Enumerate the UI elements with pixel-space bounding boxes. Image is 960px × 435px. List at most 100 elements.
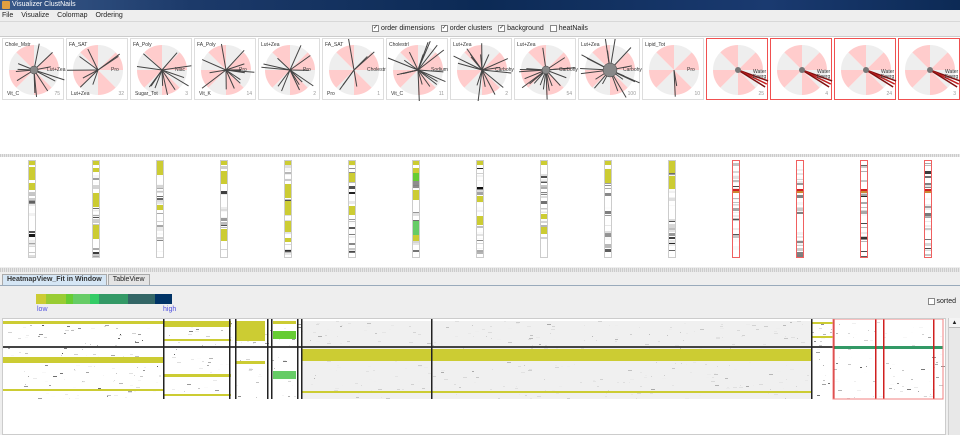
cluster-size: 2 bbox=[505, 91, 508, 97]
selected-cluster-boundary bbox=[883, 319, 885, 399]
cluster-boundary bbox=[301, 319, 303, 399]
menu-visualize[interactable]: Visualize bbox=[21, 10, 49, 21]
menu-file[interactable]: File bbox=[2, 10, 13, 21]
dimension-label: Vit_K bbox=[199, 91, 211, 97]
heatnail-panel bbox=[0, 157, 960, 267]
colormap-swatch bbox=[73, 294, 90, 304]
option-label: heatNails bbox=[559, 23, 588, 34]
dimension-label: Energ bbox=[881, 74, 894, 80]
cluster-size: 24 bbox=[886, 91, 892, 97]
dimension-label: Lut+Zea bbox=[47, 67, 66, 73]
options-bar: ✓order dimensions✓order clusters✓backgro… bbox=[0, 23, 960, 34]
colormap-legend bbox=[36, 294, 172, 304]
dimension-label: Energ bbox=[753, 74, 766, 80]
heatmap-cell bbox=[163, 374, 231, 377]
heatmap-cell bbox=[163, 321, 231, 327]
checkbox[interactable] bbox=[928, 298, 935, 305]
heatnail[interactable] bbox=[732, 160, 740, 258]
heatnail[interactable] bbox=[476, 160, 484, 258]
colormap-swatch bbox=[66, 294, 73, 304]
colormap-swatch bbox=[46, 294, 66, 304]
selected-cluster-boundary bbox=[875, 319, 877, 399]
tab-table-view[interactable]: TableView bbox=[108, 274, 150, 285]
cluster-boundary bbox=[267, 319, 269, 399]
cluster-boundary bbox=[811, 319, 813, 399]
legend-high-label: high bbox=[163, 306, 176, 313]
heatnail[interactable] bbox=[540, 160, 548, 258]
heatmap-cell bbox=[3, 389, 163, 391]
scroll-up-icon[interactable]: ▲ bbox=[949, 318, 960, 328]
split-divider[interactable] bbox=[0, 268, 960, 272]
dimension-label: Lipid_Tot bbox=[645, 42, 665, 48]
heatnail[interactable] bbox=[220, 160, 228, 258]
heatnail[interactable] bbox=[796, 160, 804, 258]
colormap-swatch bbox=[99, 294, 128, 304]
dimension-label: Cholestrl bbox=[367, 67, 387, 73]
dimension-label: Lut+Zea bbox=[517, 42, 536, 48]
cluster-size: 10 bbox=[694, 91, 700, 97]
heatnail[interactable] bbox=[604, 160, 612, 258]
heatnail[interactable] bbox=[156, 160, 164, 258]
menu-ordering[interactable]: Ordering bbox=[96, 10, 123, 21]
dimension-label: FA_Poly bbox=[197, 42, 216, 48]
checkbox[interactable] bbox=[550, 25, 557, 32]
cluster-boundary bbox=[271, 319, 273, 399]
dimension-label: Energ bbox=[945, 74, 958, 80]
dimension-label: Lut+Zea bbox=[71, 91, 90, 97]
sorted-checkbox[interactable]: sorted bbox=[928, 298, 956, 305]
heatnail[interactable] bbox=[860, 160, 868, 258]
option-heatNails[interactable]: heatNails bbox=[550, 23, 588, 34]
heatmap-cell bbox=[301, 391, 811, 393]
dimension-label: Vit_C bbox=[391, 91, 403, 97]
heatnail[interactable] bbox=[412, 160, 420, 258]
dimension-label: Lut+Zea bbox=[453, 42, 472, 48]
menu-colormap[interactable]: Colormap bbox=[57, 10, 87, 21]
vertical-scrollbar[interactable]: ▲ bbox=[948, 318, 960, 435]
heatmap-panel: low high sorted ▲ bbox=[0, 285, 960, 434]
colormap-swatch bbox=[90, 294, 99, 304]
cluster-boundary bbox=[163, 319, 165, 399]
heatmap-cell bbox=[811, 336, 833, 338]
dimension-label: Energ bbox=[817, 74, 830, 80]
heatmap[interactable] bbox=[2, 318, 946, 435]
heatnail[interactable] bbox=[668, 160, 676, 258]
cluster-size: 14 bbox=[246, 91, 252, 97]
dimension-label: Sugar_Tot bbox=[135, 91, 158, 97]
heatnail[interactable] bbox=[924, 160, 932, 258]
option-order-dimensions[interactable]: ✓order dimensions bbox=[372, 23, 435, 34]
option-label: order clusters bbox=[450, 23, 492, 34]
heatnail[interactable] bbox=[28, 160, 36, 258]
dimension-label: Sodium bbox=[431, 67, 448, 73]
checkbox[interactable]: ✓ bbox=[441, 25, 448, 32]
checkbox[interactable]: ✓ bbox=[498, 25, 505, 32]
heatnail[interactable] bbox=[348, 160, 356, 258]
cluster-boundary bbox=[229, 319, 231, 399]
heatnail[interactable] bbox=[92, 160, 100, 258]
checkbox[interactable]: ✓ bbox=[372, 25, 379, 32]
window-title: Visualizer ClustNails bbox=[12, 1, 76, 8]
tab-heatmap-view[interactable]: HeatmapView_Fit in Window bbox=[2, 274, 107, 285]
option-order-clusters[interactable]: ✓order clusters bbox=[441, 23, 492, 34]
heatmap-cell bbox=[3, 357, 163, 363]
dimension-label: Cholestrl bbox=[389, 42, 409, 48]
option-background[interactable]: ✓background bbox=[498, 23, 544, 34]
cluster-glyph[interactable]: 10 Lipid_Tot Pro bbox=[642, 38, 704, 100]
dimension-label: Pro bbox=[687, 67, 695, 73]
heatnail[interactable] bbox=[284, 160, 292, 258]
colormap-swatch bbox=[128, 294, 155, 304]
dimension-label: FA_SAT bbox=[325, 42, 343, 48]
